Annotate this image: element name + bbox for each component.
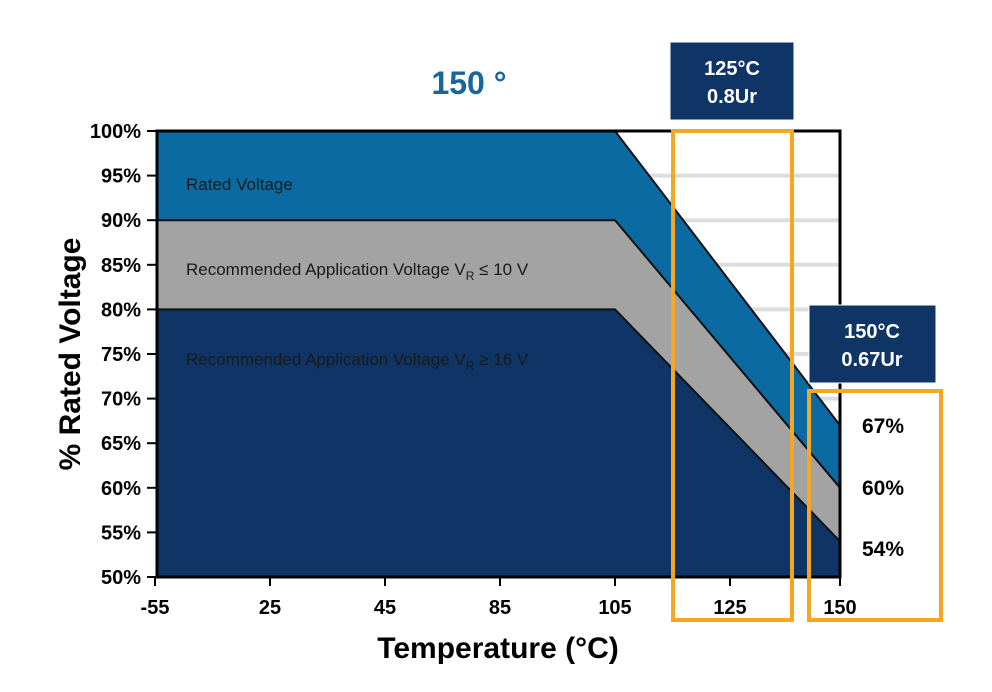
x-tick-label: 45: [374, 597, 396, 619]
callout-150c-temp: 150°C: [844, 321, 900, 343]
y-tick-label: 90%: [101, 210, 141, 232]
y-axis-ticks: 100% 95% 90% 85% 80% 75% 70% 65% 60% 55% 50%: [90, 121, 157, 589]
x-tick-label: -55: [141, 597, 170, 619]
callout-125c-temp: 125°C: [704, 58, 760, 80]
highlight-box-125c: [671, 129, 794, 622]
label-recommended-ge-16v: Recommended Application Voltage VR ≥ 16 …: [186, 350, 529, 373]
callout-150c: 150°C 0.67Ur: [808, 304, 937, 384]
x-tick-label: 85: [489, 597, 511, 619]
end-value-60: 60%: [862, 477, 904, 500]
label-rated-voltage: Rated Voltage: [186, 175, 293, 194]
y-axis-title: % Rated Voltage: [54, 238, 87, 471]
y-tick-label: 100%: [90, 121, 141, 143]
callout-125c: 125°C 0.8Ur: [669, 41, 795, 121]
y-tick-label: 65%: [101, 433, 141, 455]
y-tick-label: 75%: [101, 344, 141, 366]
recommended-ge-16v-line: [157, 308, 841, 543]
callout-125c-box: [669, 41, 795, 121]
chart-title: 150 °: [431, 65, 506, 101]
y-tick-label: 70%: [101, 389, 141, 411]
x-axis-title: Temperature (°C): [377, 632, 618, 665]
x-axis-ticks: -55 25 45 85 105 125 150: [141, 577, 857, 619]
band-recommended-ge-16v: [157, 309, 840, 577]
x-tick-label: 105: [598, 597, 631, 619]
recommended-le-10v-line: [157, 219, 841, 489]
y-tick-label: 50%: [101, 567, 141, 589]
y-tick-label: 55%: [101, 522, 141, 544]
label-recommended-le-10v: Recommended Application Voltage VR ≤ 10 …: [186, 260, 529, 283]
callout-150c-ratio: 0.67Ur: [841, 349, 902, 371]
x-tick-label: 125: [713, 597, 746, 619]
callout-125c-ratio: 0.8Ur: [707, 86, 757, 108]
y-tick-label: 80%: [101, 299, 141, 321]
y-tick-label: 95%: [101, 166, 141, 188]
highlight-box-150c: [807, 389, 943, 622]
x-tick-label: 25: [259, 597, 281, 619]
y-tick-label: 60%: [101, 478, 141, 500]
y-tick-label: 85%: [101, 255, 141, 277]
end-value-54: 54%: [862, 538, 904, 561]
end-value-67: 67%: [862, 415, 904, 438]
x-tick-label: 150: [823, 597, 856, 619]
callout-150c-box: [808, 304, 937, 384]
